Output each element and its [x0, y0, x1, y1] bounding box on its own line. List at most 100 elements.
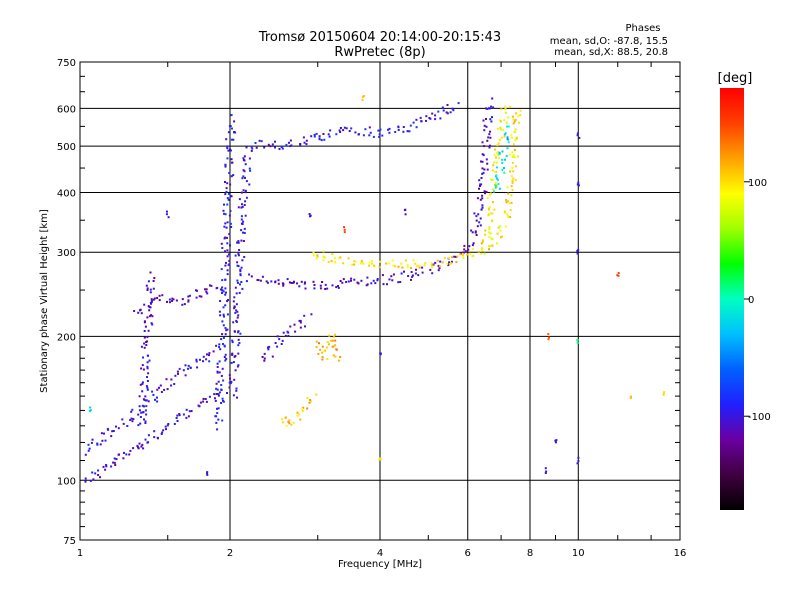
data-point — [267, 143, 270, 146]
data-point — [381, 274, 384, 277]
data-point — [105, 465, 108, 468]
data-point — [146, 316, 149, 319]
data-point — [224, 213, 227, 216]
data-point — [241, 259, 244, 262]
data-point — [96, 442, 99, 445]
data-points — [84, 95, 666, 483]
data-point — [437, 269, 440, 272]
data-point — [306, 407, 309, 410]
data-point — [507, 125, 510, 128]
y-tick-label: 100 — [57, 476, 76, 487]
data-point — [505, 155, 508, 157]
data-point — [472, 247, 474, 250]
data-point — [298, 319, 301, 322]
data-point — [489, 144, 491, 147]
data-point — [161, 431, 164, 434]
data-point — [506, 213, 509, 216]
data-point — [221, 367, 224, 370]
data-point — [504, 225, 507, 228]
data-point — [322, 259, 325, 262]
data-point — [493, 154, 496, 157]
data-point — [319, 284, 322, 287]
data-point — [345, 281, 348, 283]
data-point — [156, 396, 158, 399]
data-point — [312, 251, 315, 254]
data-point — [374, 282, 377, 285]
data-point — [378, 458, 381, 461]
data-point — [434, 261, 437, 264]
data-point — [364, 128, 367, 131]
data-point — [489, 245, 492, 248]
data-point — [481, 153, 484, 156]
data-point — [315, 340, 318, 343]
y-tick-label: 300 — [57, 248, 76, 259]
data-point — [226, 203, 229, 206]
x-axis-ticks: 1 2 4 6 8 10 16 — [77, 62, 686, 559]
data-point — [225, 329, 228, 332]
data-point — [143, 346, 146, 349]
data-point — [463, 244, 466, 247]
data-point — [412, 121, 415, 124]
data-point — [323, 349, 326, 352]
data-point — [327, 133, 330, 136]
data-point — [310, 135, 313, 138]
data-point — [281, 339, 284, 342]
data-point — [204, 398, 207, 400]
data-point — [243, 204, 246, 206]
data-point — [178, 367, 181, 370]
data-point — [206, 472, 208, 475]
data-point — [425, 119, 427, 122]
data-point — [480, 252, 483, 255]
data-point — [240, 206, 243, 209]
data-point — [373, 264, 376, 267]
data-point — [145, 341, 148, 343]
data-point — [326, 346, 329, 349]
data-point — [499, 225, 502, 228]
data-point — [146, 365, 149, 368]
data-point — [509, 208, 512, 211]
data-point — [241, 205, 244, 208]
data-point — [475, 215, 478, 218]
data-point — [576, 339, 579, 342]
data-point — [140, 445, 143, 448]
data-point — [353, 263, 356, 266]
data-point — [242, 240, 245, 242]
data-point — [479, 184, 481, 187]
data-point — [629, 397, 632, 399]
data-point — [208, 354, 210, 357]
data-point — [255, 146, 258, 149]
data-point — [482, 171, 485, 174]
data-point — [226, 236, 228, 239]
data-point — [111, 430, 114, 433]
data-point — [220, 242, 223, 245]
data-point — [159, 384, 162, 387]
data-point — [224, 222, 227, 225]
data-point — [483, 168, 486, 171]
data-point — [315, 346, 318, 348]
data-point — [324, 283, 327, 286]
data-point — [486, 162, 489, 165]
data-point — [451, 107, 454, 110]
data-point — [230, 175, 233, 178]
data-point — [236, 281, 239, 284]
data-point — [131, 420, 134, 423]
data-point — [121, 418, 124, 421]
data-point — [126, 425, 129, 427]
data-point — [488, 231, 491, 234]
data-point — [404, 213, 407, 216]
data-point — [224, 304, 227, 307]
data-point — [228, 259, 231, 262]
data-point — [439, 265, 442, 268]
data-point — [230, 158, 233, 161]
data-point — [145, 413, 148, 416]
data-point — [321, 281, 324, 283]
data-point — [576, 183, 579, 186]
data-point — [150, 322, 153, 325]
data-point — [392, 273, 395, 276]
data-point — [280, 146, 283, 148]
data-point — [662, 392, 665, 395]
data-point — [394, 131, 397, 133]
data-point — [198, 405, 201, 408]
chart-subtitle: RwPretec (8p) — [334, 45, 425, 60]
data-point — [226, 147, 229, 150]
